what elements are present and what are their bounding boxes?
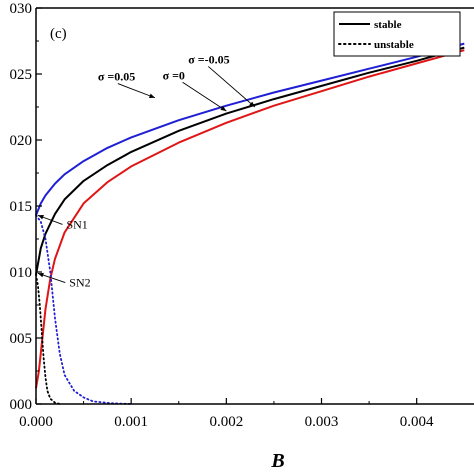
plot-area [36,8,474,404]
legend-box [333,11,461,57]
panel-label: (c) [50,26,67,42]
annotation-leader-2 [207,66,256,108]
annotation-label-0: σ =0.05 [98,70,135,84]
series-line-4 [35,273,61,405]
annotation-label-3: SN1 [66,217,87,231]
legend-label-unstable: unstable [374,39,414,51]
y-tick-label: 020 [10,133,33,149]
annotation-leader-0 [117,83,156,99]
series-line-3 [35,214,133,405]
legend: stable unstable [333,11,461,57]
legend-label-stable: stable [374,19,402,31]
x-tick-label: 0.002 [209,414,243,430]
annotation-arrowhead-3 [37,214,44,220]
annotation-arrowhead-1 [220,105,227,111]
annotation-label-2: σ =-0.05 [188,52,229,66]
x-axis-title: B [270,450,284,472]
y-tick-label: 030 [10,1,33,17]
annotation-leader-1 [182,81,227,112]
y-tick-label: 010 [10,265,33,281]
y-tick-label: 000 [10,397,33,413]
tick-layer: 0.000 0.001 0.002 0.003 0.004 000 005 010 015 020… [10,1,435,430]
annotation-arrowhead-0 [148,93,155,98]
annotation-arrowhead-4 [37,272,44,278]
y-tick-label: 015 [10,199,33,215]
annotation-label-4: SN2 [69,276,90,290]
x-tick-label: 0.004 [400,414,434,430]
series-line-2 [35,49,465,389]
annotation-arrowhead-2 [249,101,255,107]
y-tick-label: 025 [10,67,33,83]
x-tick-label: 0.003 [305,414,339,430]
annotation-layer: σ =0.05 σ =0σ =-0.05 SN1 SN2 [37,52,256,290]
series-line-0 [35,42,465,216]
annotation-label-1: σ =0 [163,68,185,82]
series-line-1 [35,46,465,275]
y-tick-label: 005 [10,331,33,347]
x-tick-label: 0.001 [114,414,148,430]
series-layer [35,42,465,405]
x-tick-label: 0.000 [19,414,53,430]
